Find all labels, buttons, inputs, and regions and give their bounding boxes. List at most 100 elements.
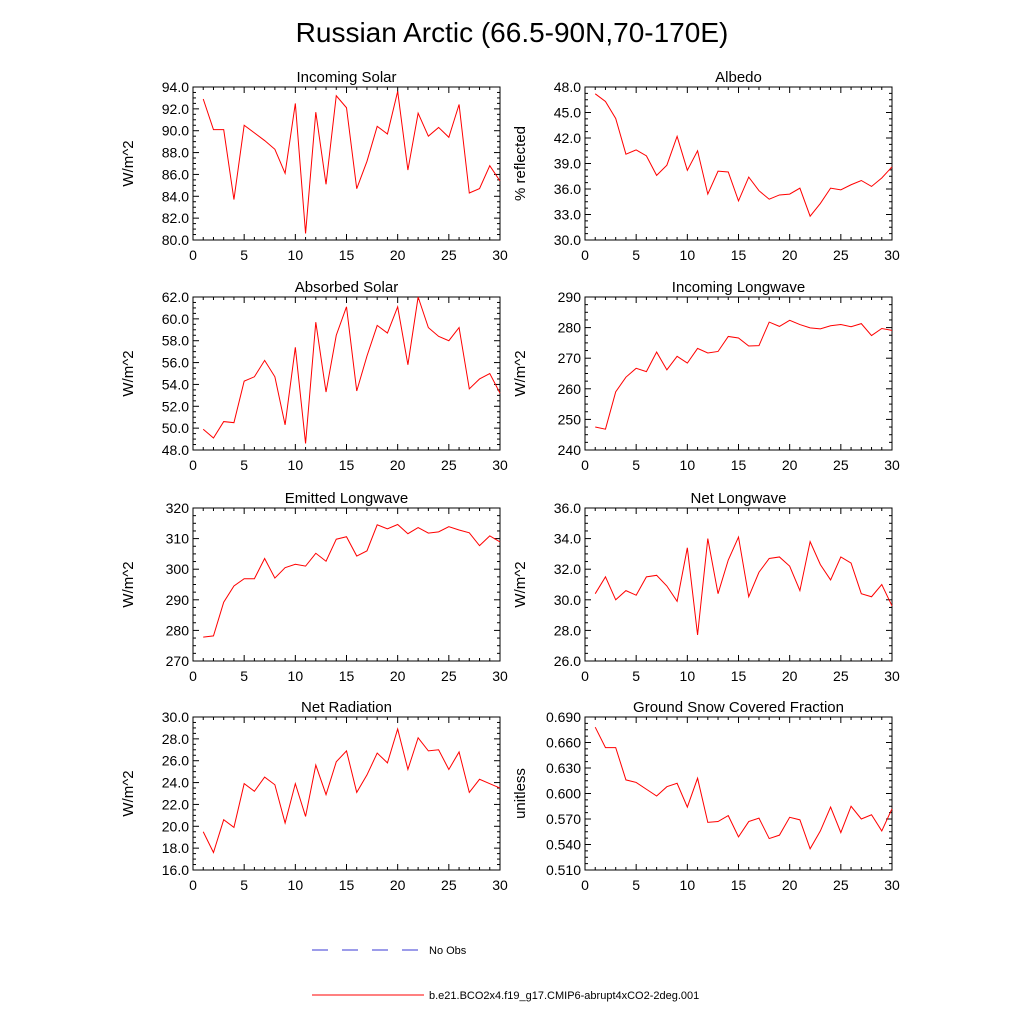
series-line-ground-snow-covered-fraction	[594, 726, 893, 850]
x-tick-label: 15	[339, 247, 355, 263]
x-tick-label: 10	[288, 668, 304, 684]
plot-frame	[584, 716, 893, 871]
panel-emitted-longwave: Emitted Longwave W/m^2 0 5 10 15 20 25 30 270 280 2…	[120, 490, 508, 684]
y-tick-label: 92.0	[162, 101, 189, 117]
y-tick-label: 34.0	[554, 531, 581, 547]
y-axis-label: W/m^2	[120, 561, 137, 607]
x-tick-label: 5	[632, 877, 640, 893]
x-tick-label: 15	[731, 247, 747, 263]
y-tick-label: 0.510	[546, 862, 581, 878]
plot-frame	[584, 86, 893, 241]
series-line-incoming-solar	[202, 91, 501, 234]
x-tick-label: 15	[339, 457, 355, 473]
y-tick-label: 33.0	[554, 207, 581, 223]
x-tick-label: 0	[581, 668, 589, 684]
x-tick-label: 10	[288, 457, 304, 473]
y-tick-label: 50.0	[162, 420, 189, 436]
x-tick-label: 0	[189, 457, 197, 473]
x-tick-label: 5	[240, 668, 248, 684]
panel-title: Ground Snow Covered Fraction	[633, 699, 844, 716]
x-tick-label: 20	[390, 877, 406, 893]
x-tick-label: 0	[581, 457, 589, 473]
y-tick-label: 28.0	[162, 731, 189, 747]
y-tick-label: 0.570	[546, 811, 581, 827]
panel-absorbed-solar: Absorbed Solar W/m^2 0 5 10 15 20 25 30 48.0 50.0 5…	[120, 279, 508, 473]
y-tick-label: 240	[558, 442, 582, 458]
y-tick-label: 80.0	[162, 232, 189, 248]
y-axis-label: W/m^2	[512, 561, 529, 607]
panel-title: Albedo	[715, 69, 762, 86]
panels: Incoming Solar W/m^2 0 5 10 15 20 25 30 80.0 82.0 8…	[120, 69, 900, 893]
x-tick-label: 0	[189, 877, 197, 893]
series-line-net-longwave	[594, 535, 893, 636]
panel-title: Net Radiation	[301, 699, 392, 716]
y-axis-label: W/m^2	[120, 770, 137, 816]
y-axis-label: W/m^2	[120, 140, 137, 186]
x-tick-label: 10	[680, 877, 696, 893]
x-tick-label: 25	[833, 668, 849, 684]
y-tick-label: 270	[166, 653, 190, 669]
x-tick-label: 20	[782, 877, 798, 893]
x-tick-label: 5	[632, 247, 640, 263]
y-tick-label: 250	[558, 411, 582, 427]
legend-label-no-obs: No Obs	[429, 945, 467, 957]
y-axis-label: unitless	[512, 768, 529, 819]
panel-net-radiation: Net Radiation W/m^2 0 5 10 15 20 25 30 16.0 18.0 20…	[120, 699, 508, 893]
y-tick-label: 26.0	[554, 653, 581, 669]
panel-incoming-solar: Incoming Solar W/m^2 0 5 10 15 20 25 30 80.0 82.0 8…	[120, 69, 508, 263]
y-tick-label: 82.0	[162, 210, 189, 226]
x-tick-label: 25	[441, 247, 457, 263]
y-tick-label: 30.0	[162, 709, 189, 725]
y-tick-label: 94.0	[162, 79, 189, 95]
y-tick-label: 90.0	[162, 123, 189, 139]
series-line-incoming-longwave	[595, 319, 893, 430]
y-tick-label: 310	[166, 531, 190, 547]
series-line-net-radiation	[202, 727, 501, 854]
figure-title: Russian Arctic (66.5-90N,70-170E)	[296, 17, 729, 48]
panel-title: Emitted Longwave	[285, 490, 408, 507]
x-tick-label: 30	[884, 247, 900, 263]
y-tick-label: 260	[558, 381, 582, 397]
y-tick-label: 0.630	[546, 760, 581, 776]
panel-incoming-longwave: Incoming Longwave W/m^2 0 5 10 15 20 25 30 240 250…	[512, 279, 900, 473]
x-tick-label: 20	[390, 457, 406, 473]
y-tick-label: 54.0	[162, 376, 189, 392]
x-tick-label: 30	[492, 668, 508, 684]
y-tick-label: 30.0	[554, 592, 581, 608]
y-tick-label: 60.0	[162, 311, 189, 327]
y-tick-label: 84.0	[162, 188, 189, 204]
panel-title: Absorbed Solar	[295, 279, 398, 296]
x-tick-label: 30	[492, 457, 508, 473]
series-line-emitted-longwave	[203, 523, 501, 638]
x-tick-label: 25	[833, 877, 849, 893]
y-tick-label: 0.660	[546, 735, 581, 751]
x-tick-label: 20	[782, 668, 798, 684]
panel-title: Net Longwave	[691, 490, 787, 507]
x-tick-label: 5	[240, 457, 248, 473]
x-tick-label: 5	[240, 877, 248, 893]
y-tick-label: 48.0	[554, 79, 581, 95]
x-tick-label: 15	[731, 457, 747, 473]
panel-title: Incoming Solar	[296, 69, 396, 86]
y-tick-label: 52.0	[162, 398, 189, 414]
x-tick-label: 0	[581, 247, 589, 263]
y-tick-label: 48.0	[162, 442, 189, 458]
x-tick-label: 30	[492, 247, 508, 263]
y-tick-label: 290	[166, 592, 190, 608]
plot-frame	[192, 507, 501, 662]
x-tick-label: 20	[390, 668, 406, 684]
plot-frame	[584, 296, 893, 451]
y-axis-label: W/m^2	[512, 350, 529, 396]
y-tick-label: 0.540	[546, 837, 581, 853]
y-tick-label: 290	[558, 289, 582, 305]
x-tick-label: 20	[782, 457, 798, 473]
y-tick-label: 280	[558, 320, 582, 336]
x-tick-label: 0	[189, 668, 197, 684]
y-tick-label: 24.0	[162, 775, 189, 791]
x-tick-label: 5	[240, 247, 248, 263]
y-tick-label: 39.0	[554, 156, 581, 172]
legend-label-model: b.e21.BCO2x4.f19_g17.CMIP6-abrupt4xCO2-2…	[429, 990, 699, 1002]
x-tick-label: 30	[884, 457, 900, 473]
y-tick-label: 22.0	[162, 796, 189, 812]
